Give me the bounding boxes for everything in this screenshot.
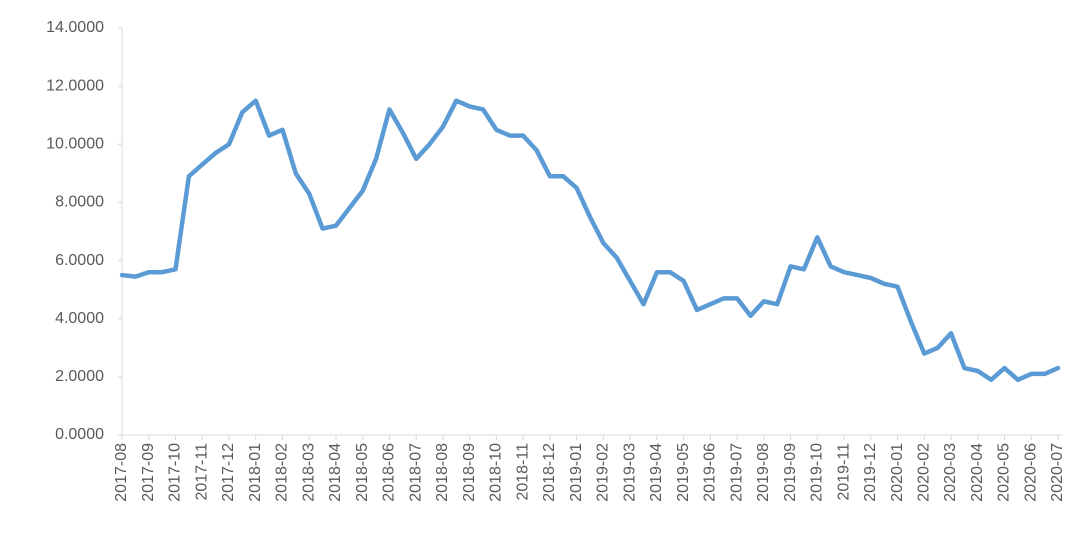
y-tick-label: 10.0000 <box>46 136 104 153</box>
x-tick-label: 2020-07 <box>1049 443 1066 502</box>
x-tick-label: 2018-04 <box>327 443 344 502</box>
x-tick-label: 2017-09 <box>140 443 157 502</box>
x-tick-label: 2017-11 <box>193 443 210 501</box>
x-tick-label: 2018-01 <box>247 443 264 502</box>
x-tick-label: 2017-10 <box>167 443 184 502</box>
x-tick-label: 2020-06 <box>1022 443 1039 502</box>
x-tick-label: 2018-02 <box>274 443 291 502</box>
x-tick-label: 2019-01 <box>568 443 585 502</box>
x-tick-label: 2019-06 <box>702 443 719 502</box>
x-tick-label: 2020-03 <box>942 443 959 502</box>
x-tick-label: 2019-11 <box>835 443 852 501</box>
x-tick-label: 2019-02 <box>595 443 612 502</box>
x-tick-label: 2018-05 <box>354 443 371 502</box>
x-tick-label: 2017-08 <box>113 443 130 502</box>
x-tick-label: 2020-05 <box>996 443 1013 502</box>
x-tick-label: 2018-08 <box>434 443 451 502</box>
x-tick-label: 2018-11 <box>514 443 531 501</box>
x-tick-label: 2018-03 <box>300 443 317 502</box>
x-tick-label: 2019-03 <box>621 443 638 502</box>
x-tick-label: 2018-10 <box>488 443 505 502</box>
y-tick-label: 14.0000 <box>46 19 104 36</box>
x-tick-label: 2019-04 <box>648 443 665 502</box>
y-tick-label: 8.0000 <box>55 194 104 211</box>
x-tick-label: 2019-08 <box>755 443 772 502</box>
x-tick-label: 2020-04 <box>969 443 986 502</box>
y-tick-label: 6.0000 <box>55 252 104 269</box>
x-tick-label: 2018-12 <box>541 443 558 502</box>
y-tick-label: 4.0000 <box>55 310 104 327</box>
y-tick-label: 0.0000 <box>55 426 104 443</box>
x-tick-label: 2020-01 <box>889 443 906 502</box>
x-tick-label: 2019-10 <box>809 443 826 502</box>
x-tick-label: 2020-02 <box>916 443 933 502</box>
x-tick-label: 2018-09 <box>461 443 478 502</box>
x-tick-label: 2019-09 <box>782 443 799 502</box>
x-tick-label: 2019-12 <box>862 443 879 502</box>
x-tick-label: 2018-06 <box>381 443 398 502</box>
y-tick-label: 12.0000 <box>46 77 104 94</box>
series-line <box>119 98 1061 383</box>
x-tick-label: 2019-05 <box>675 443 692 502</box>
x-tick-label: 2017-12 <box>220 443 237 502</box>
y-tick-label: 2.0000 <box>55 368 104 385</box>
x-tick-label: 2019-07 <box>728 443 745 502</box>
x-tick-label: 2018-07 <box>407 443 424 502</box>
